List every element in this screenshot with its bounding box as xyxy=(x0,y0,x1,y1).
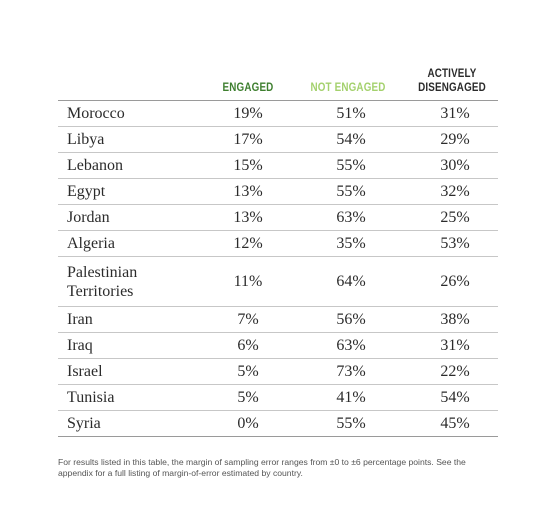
not-engaged-cell: 55% xyxy=(336,156,366,174)
country-cell: Jordan xyxy=(67,209,110,226)
country-cell: Libya xyxy=(67,131,105,148)
country-cell: Palestinian Territories xyxy=(67,263,138,300)
table-row: Iran 7% 56% 38% xyxy=(58,307,498,333)
not-engaged-cell: 64% xyxy=(336,272,366,290)
engaged-cell: 11% xyxy=(233,272,263,290)
engaged-cell: 19% xyxy=(233,104,263,122)
engaged-cell: 6% xyxy=(237,336,259,354)
engaged-cell: 5% xyxy=(237,388,259,406)
not-engaged-cell: 55% xyxy=(336,182,366,200)
country-cell: Israel xyxy=(67,363,103,380)
table-row: Tunisia 5% 41% 54% xyxy=(58,385,498,411)
country-cell: Egypt xyxy=(67,183,106,200)
table-row: Libya 17% 54% 29% xyxy=(58,127,498,153)
table-row: Egypt 13% 55% 32% xyxy=(58,179,498,205)
country-cell: Syria xyxy=(67,415,101,432)
actively-disengaged-cell: 31% xyxy=(440,104,470,122)
column-header-engaged: ENGAGED xyxy=(222,80,274,94)
country-cell: Iraq xyxy=(67,337,93,354)
engaged-cell: 7% xyxy=(237,310,259,328)
table-row: Lebanon 15% 55% 30% xyxy=(58,153,498,179)
country-cell: Iran xyxy=(67,311,93,328)
actively-disengaged-cell: 53% xyxy=(440,234,470,252)
country-cell: Lebanon xyxy=(67,157,123,174)
actively-disengaged-cell: 25% xyxy=(440,208,470,226)
engaged-cell: 17% xyxy=(233,130,263,148)
not-engaged-cell: 63% xyxy=(336,208,366,226)
actively-disengaged-cell: 54% xyxy=(440,388,470,406)
country-cell: Algeria xyxy=(67,235,115,252)
engaged-cell: 13% xyxy=(233,182,263,200)
column-header-actively-line1: ACTIVELY xyxy=(427,66,477,80)
column-header-actively-disengaged: ACTIVELY DISENGAGED xyxy=(409,66,494,94)
country-cell: Morocco xyxy=(67,105,125,122)
actively-disengaged-cell: 30% xyxy=(440,156,470,174)
not-engaged-cell: 41% xyxy=(336,388,366,406)
engaged-cell: 15% xyxy=(233,156,263,174)
not-engaged-cell: 35% xyxy=(336,234,366,252)
column-header-not-engaged: NOT ENGAGED xyxy=(310,80,386,94)
table-header: ENGAGED NOT ENGAGED ACTIVELY DISENGAGED xyxy=(58,52,498,98)
column-header-actively-line2: DISENGAGED xyxy=(418,80,486,94)
table-row: Iraq 6% 63% 31% xyxy=(58,333,498,359)
engaged-cell: 0% xyxy=(237,414,259,432)
table-row: Syria 0% 55% 45% xyxy=(58,411,498,437)
engagement-table: Morocco 19% 51% 31% Libya 17% 54% 29% Lebanon 15%… xyxy=(58,100,498,437)
engaged-cell: 12% xyxy=(233,234,263,252)
table-row: Palestinian Territories 11% 64% 26% xyxy=(58,257,498,307)
engaged-cell: 5% xyxy=(237,362,259,380)
actively-disengaged-cell: 29% xyxy=(440,130,470,148)
not-engaged-cell: 51% xyxy=(336,104,366,122)
not-engaged-cell: 63% xyxy=(336,336,366,354)
not-engaged-cell: 56% xyxy=(336,310,366,328)
actively-disengaged-cell: 22% xyxy=(440,362,470,380)
actively-disengaged-cell: 31% xyxy=(440,336,470,354)
table-row: Israel 5% 73% 22% xyxy=(58,359,498,385)
actively-disengaged-cell: 26% xyxy=(440,272,470,290)
engaged-cell: 13% xyxy=(233,208,263,226)
table-row: Jordan 13% 63% 25% xyxy=(58,205,498,231)
not-engaged-cell: 73% xyxy=(336,362,366,380)
table-footnote: For results listed in this table, the ma… xyxy=(58,457,466,478)
actively-disengaged-cell: 45% xyxy=(440,414,470,432)
not-engaged-cell: 55% xyxy=(336,414,366,432)
not-engaged-cell: 54% xyxy=(336,130,366,148)
actively-disengaged-cell: 38% xyxy=(440,310,470,328)
actively-disengaged-cell: 32% xyxy=(440,182,470,200)
table-row: Algeria 12% 35% 53% xyxy=(58,231,498,257)
table-row: Morocco 19% 51% 31% xyxy=(58,101,498,127)
country-cell: Tunisia xyxy=(67,389,115,406)
